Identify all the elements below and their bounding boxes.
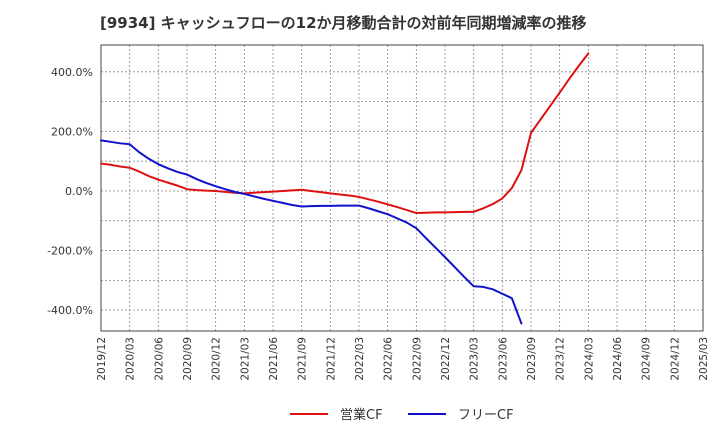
y-axis: 400.0% 200.0% 0.0% -200.0% -400.0% xyxy=(47,66,93,317)
legend-item-free-cf: フリーCF xyxy=(408,404,514,423)
legend-line-free-cf xyxy=(408,412,446,415)
x-tick-label: 2025/03 xyxy=(698,337,710,381)
x-tick-label: 2022/06 xyxy=(383,337,395,381)
y-tick-label: 200.0% xyxy=(51,125,93,138)
series-group xyxy=(100,52,590,325)
x-axis: 2019/12 2020/03 2020/06 2020/09 2020/12 2021/… xyxy=(96,337,710,381)
y-tick-label: -400.0% xyxy=(47,304,93,317)
x-tick-label: 2024/03 xyxy=(583,337,595,381)
grid xyxy=(100,45,704,331)
x-tick-label: 2022/03 xyxy=(354,337,366,381)
series-line-free-cf xyxy=(100,139,523,325)
x-tick-label: 2020/12 xyxy=(211,337,223,381)
x-tick-label: 2021/03 xyxy=(239,337,251,381)
legend: 営業CF フリーCF xyxy=(0,404,720,426)
chart-title: [9934] キャッシュフローの12か月移動合計の対前年同期増減率の推移 xyxy=(100,14,587,32)
x-tick-label: 2024/12 xyxy=(669,337,681,381)
y-tick-label: 400.0% xyxy=(51,66,93,79)
series-line-operating-cf xyxy=(100,52,590,215)
y-tick-label: 0.0% xyxy=(65,185,93,198)
legend-item-operating-cf: 営業CF xyxy=(290,404,383,423)
legend-line-operating-cf xyxy=(290,412,328,415)
x-tick-label: 2023/12 xyxy=(555,337,567,381)
x-tick-label: 2021/06 xyxy=(268,337,280,381)
x-tick-label: 2022/12 xyxy=(440,337,452,381)
legend-label-operating-cf: 営業CF xyxy=(340,408,383,423)
x-tick-label: 2024/06 xyxy=(612,337,624,381)
x-tick-label: 2020/03 xyxy=(125,337,137,381)
x-tick-label: 2019/12 xyxy=(96,337,108,381)
y-tick-label: -200.0% xyxy=(47,245,93,258)
plot-area xyxy=(100,44,704,332)
legend-label-free-cf: フリーCF xyxy=(458,408,514,423)
x-tick-label: 2023/09 xyxy=(526,337,538,381)
x-tick-label: 2021/12 xyxy=(325,337,337,381)
x-tick-label: 2021/09 xyxy=(297,337,309,381)
x-tick-label: 2020/06 xyxy=(153,337,165,381)
x-tick-label: 2023/03 xyxy=(469,337,481,381)
x-tick-label: 2023/06 xyxy=(497,337,509,381)
x-tick-label: 2024/09 xyxy=(641,337,653,381)
x-tick-label: 2020/09 xyxy=(182,337,194,381)
x-tick-label: 2022/09 xyxy=(411,337,423,381)
